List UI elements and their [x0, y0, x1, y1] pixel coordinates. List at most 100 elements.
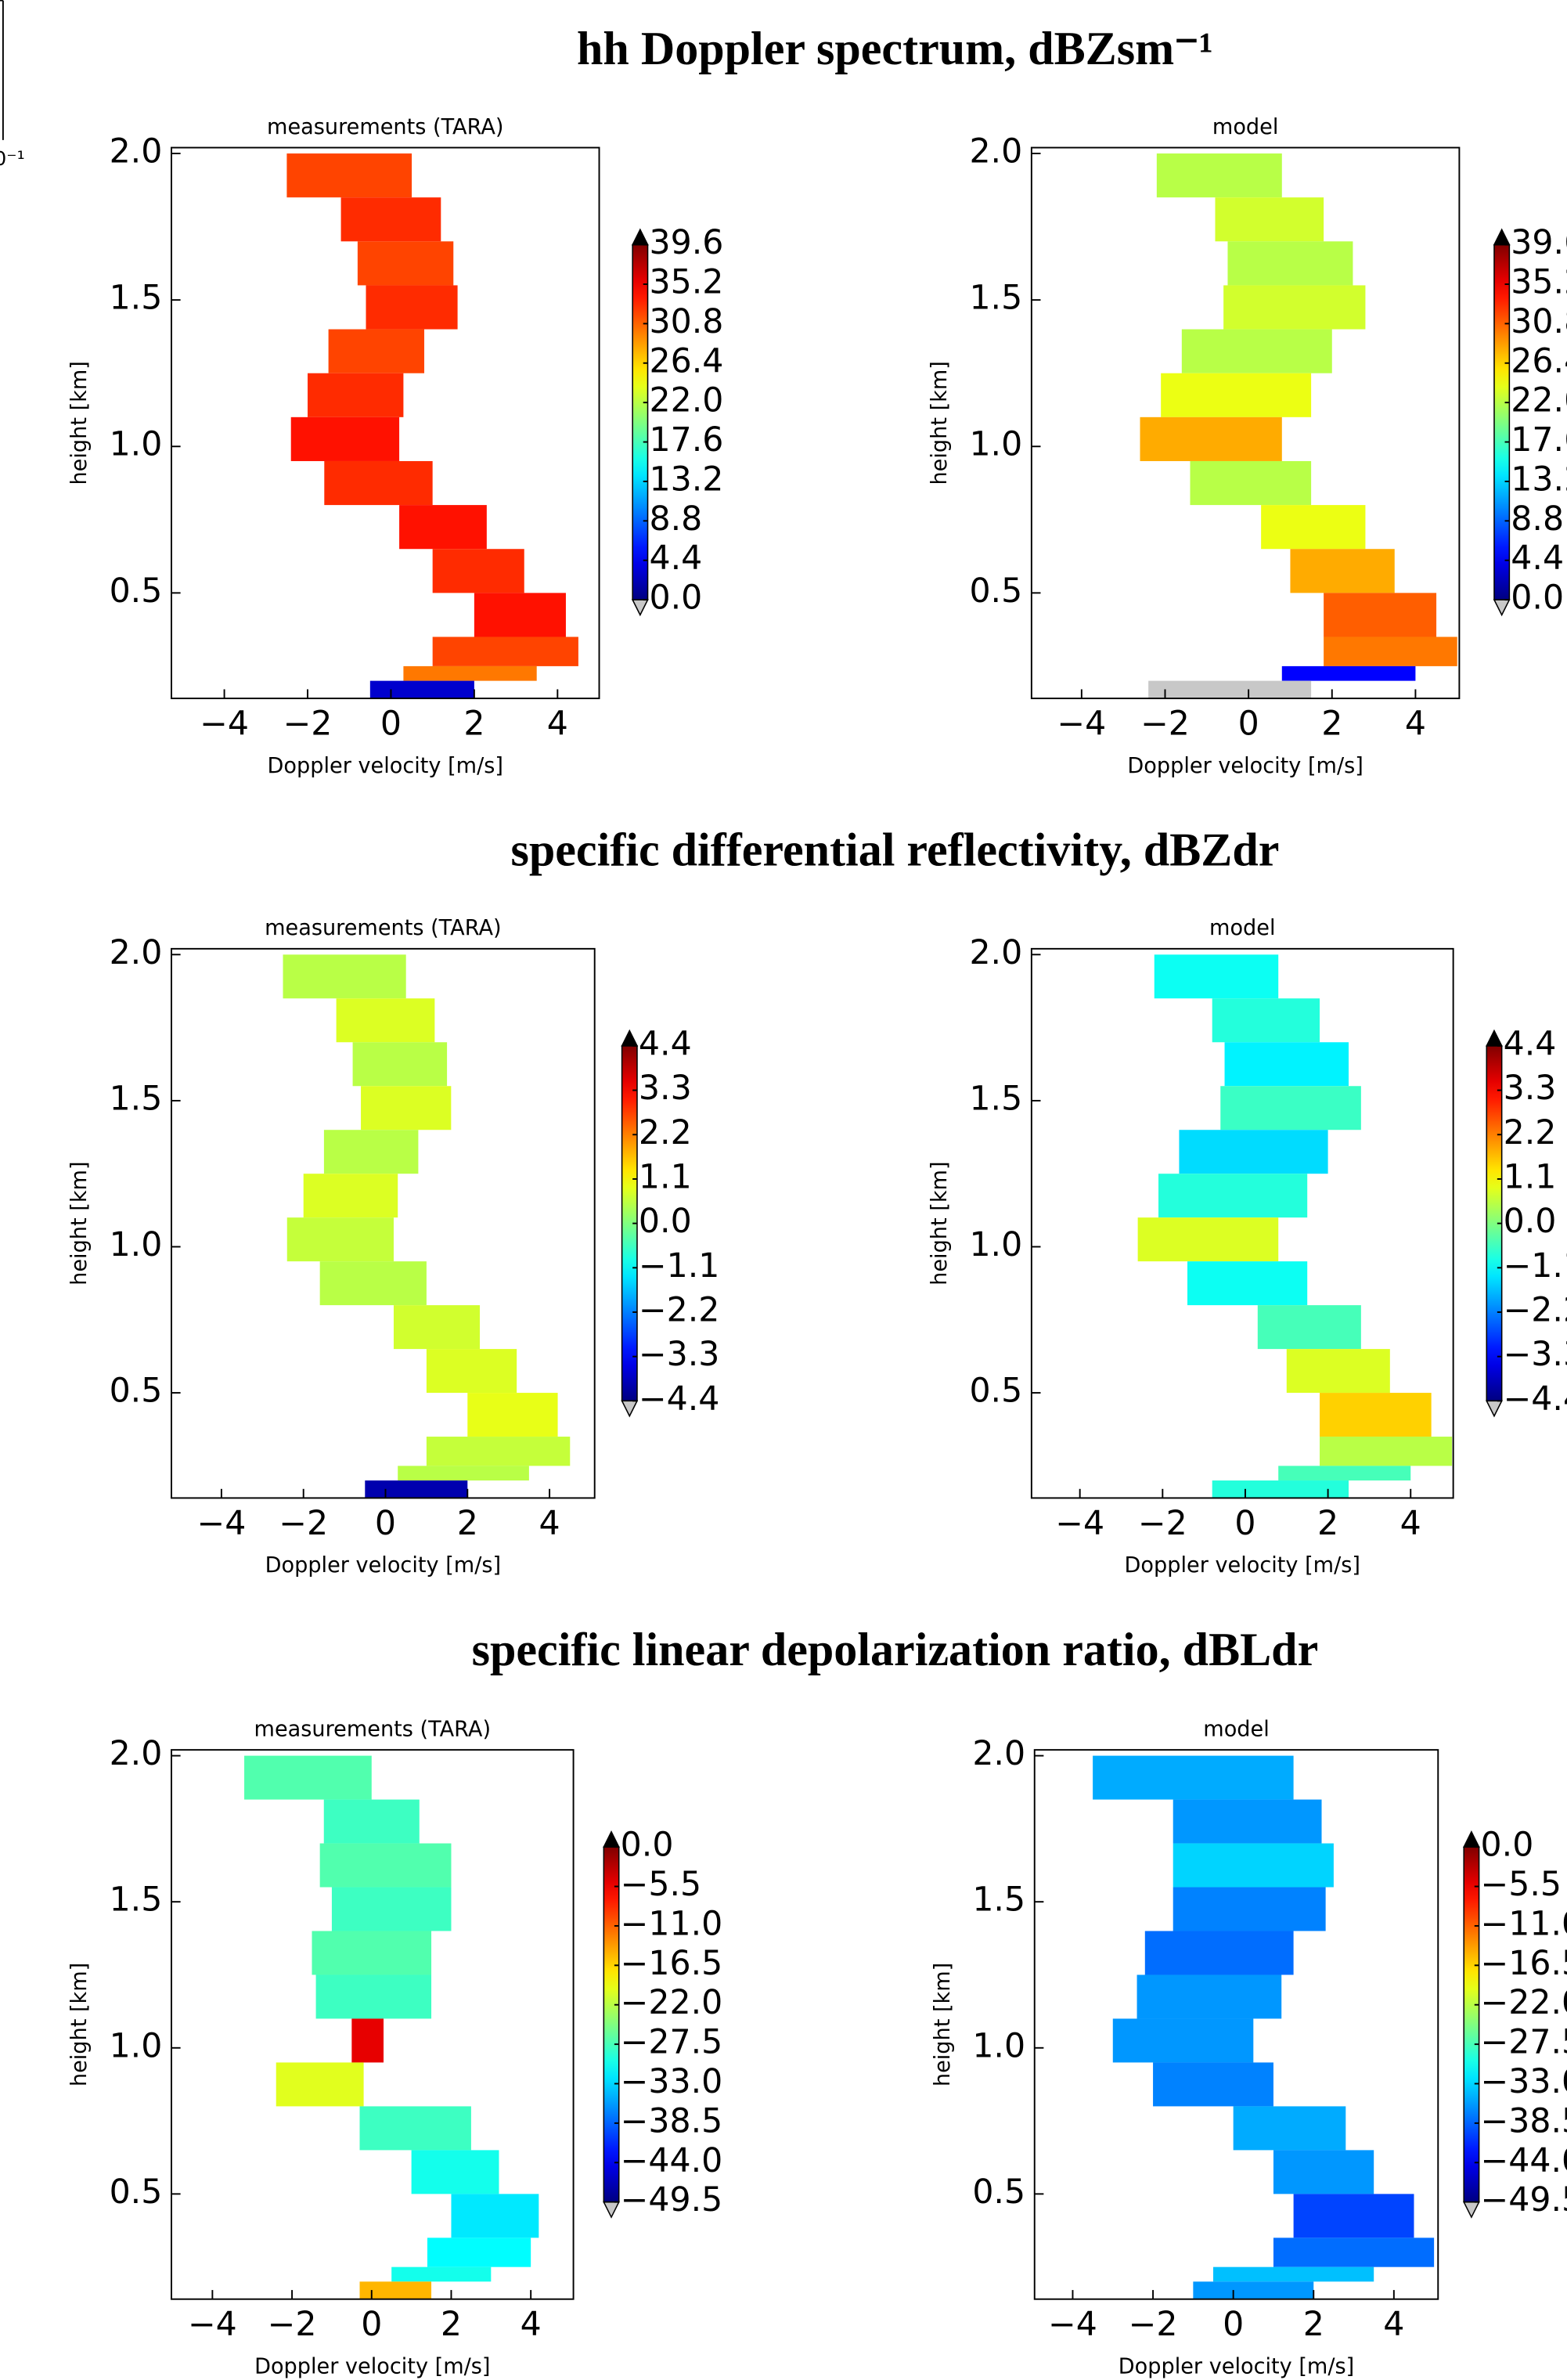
y-tick-label: 1.0: [969, 425, 1022, 464]
heat-cell: [393, 1305, 481, 1350]
x-tick-label: 4: [1400, 1504, 1421, 1543]
colorbar-label: 35.2: [1511, 262, 1567, 301]
colorbar-under: [1462, 2201, 1480, 2219]
heat-cell: [1273, 2238, 1435, 2267]
y-tick-label: 0.5: [110, 1372, 163, 1411]
colorbar-label: −27.5: [1481, 2023, 1567, 2062]
colorbar-label: −11.0: [621, 1904, 723, 1943]
colorbar-label: −5.5: [1481, 1865, 1562, 1904]
heat-cell: [1173, 1843, 1334, 1888]
x-tick-label: −4: [1057, 704, 1106, 743]
colorbar-label: −49.5: [621, 2180, 723, 2220]
colorbar-label: −3.3: [1504, 1335, 1567, 1374]
heat-cell: [399, 505, 487, 550]
heat-cell: [1286, 1349, 1390, 1394]
heat-cell: [369, 680, 474, 699]
colorbar-over: [1462, 1830, 1480, 1848]
y-tick-label: 2.0: [972, 1734, 1025, 1773]
colorbar-label: 8.8: [649, 499, 702, 539]
heat-cell: [1281, 665, 1416, 681]
x-axis-label: Doppler velocity [m/s]: [265, 1553, 501, 1578]
colorbar-label: −33.0: [621, 2062, 723, 2101]
heat-cell: [1137, 1217, 1279, 1262]
x-tick-label: −2: [1129, 2305, 1178, 2344]
axes-title: model: [1209, 916, 1275, 940]
colorbar-label: −5.5: [621, 1865, 702, 1904]
heat-cell: [403, 665, 537, 681]
colorbar-label: −27.5: [621, 2023, 723, 2062]
heat-cell: [391, 2266, 492, 2282]
axes-frame: [1033, 1749, 1439, 2300]
colorbar-under: [621, 1400, 639, 1418]
x-axis-label: Doppler velocity [m/s]: [1119, 2354, 1354, 2378]
heat-cell: [357, 241, 454, 286]
axes-frame: [1030, 947, 1454, 1499]
colorbar-label: 13.2: [1511, 460, 1567, 499]
axes-frame: [1030, 146, 1461, 700]
heat-cell: [366, 285, 458, 330]
x-tick-label: −2: [1140, 704, 1190, 743]
x-tick-label: 4: [539, 1504, 560, 1543]
colorbar-label: 8.8: [1511, 499, 1564, 539]
heat-cell: [426, 1437, 571, 1466]
colorbar-label: 4.4: [639, 1024, 692, 1063]
heat-cell: [432, 549, 524, 593]
heat-cell: [336, 998, 435, 1043]
heat-cell: [1324, 593, 1437, 637]
colorbar-label: 30.8: [1511, 302, 1567, 341]
x-tick-label: 0: [361, 2305, 382, 2344]
heat-cell: [1173, 1887, 1326, 1931]
axes-title: measurements (TARA): [265, 916, 501, 940]
heat-cell: [303, 1174, 398, 1218]
heat-cell: [365, 1480, 468, 1498]
colorbar-label: 0.0: [649, 579, 702, 618]
y-tick-label: 1.0: [969, 1225, 1022, 1264]
y-axis-label: height [km]: [928, 1161, 952, 1285]
y-tick-label: 1.0: [972, 2026, 1025, 2065]
x-tick-label: 4: [521, 2305, 542, 2344]
heat-cell: [1212, 998, 1320, 1043]
colorbar-over: [631, 228, 649, 246]
heat-cell: [1320, 1437, 1453, 1466]
x-tick-label: −4: [188, 2305, 237, 2344]
x-tick-label: 2: [463, 704, 485, 743]
colorbar-label: −2.2: [639, 1291, 720, 1330]
colorbar-label: −22.0: [1481, 1983, 1567, 2022]
y-axis-label: height [km]: [931, 1963, 955, 2086]
colorbar-label: 3.3: [639, 1069, 692, 1108]
heat-cell: [290, 416, 400, 461]
heat-cell: [1179, 1130, 1328, 1174]
heat-cell: [331, 1887, 452, 1931]
axes-frame: [171, 1749, 575, 2300]
heat-cell: [1140, 416, 1282, 461]
colorbar: [1493, 243, 1511, 600]
row-title: hh Doppler spectrum, dBZsm⁻¹: [577, 22, 1213, 74]
heat-cell: [398, 1466, 529, 1481]
colorbar-label: −4.4: [1504, 1379, 1567, 1419]
colorbar-label: −1.1: [639, 1246, 720, 1286]
colorbar: [1463, 1846, 1480, 2203]
x-tick-label: −4: [1048, 2305, 1097, 2344]
x-tick-label: 2: [441, 2305, 462, 2344]
row-title: specific differential reflectivity, dBZd…: [510, 823, 1279, 875]
y-tick-label: 1.5: [110, 279, 163, 318]
heat-cell: [427, 2238, 531, 2267]
y-tick-label: 2.0: [110, 1734, 163, 1773]
heat-cell: [474, 593, 566, 637]
colorbar-over: [621, 1029, 639, 1047]
colorbar-label: 30.8: [649, 302, 723, 341]
x-tick-label: 2: [1321, 704, 1342, 743]
heat-cell: [1278, 1466, 1411, 1481]
x-tick-label: 0: [1234, 1504, 1255, 1543]
colorbar-label: −11.0: [1481, 1904, 1567, 1943]
x-axis-label: Doppler velocity [m/s]: [1125, 1553, 1360, 1578]
heat-cell: [351, 2018, 384, 2063]
y-tick-label: 1.5: [972, 1881, 1025, 1920]
heat-cell: [1223, 285, 1366, 330]
heat-cell: [319, 1843, 452, 1888]
heat-cell: [1156, 153, 1282, 198]
x-axis-label: Doppler velocity [m/s]: [268, 754, 503, 778]
x-tick-label: 4: [1405, 704, 1426, 743]
axes-title: model: [1212, 115, 1278, 139]
heat-cell: [1233, 2106, 1346, 2151]
